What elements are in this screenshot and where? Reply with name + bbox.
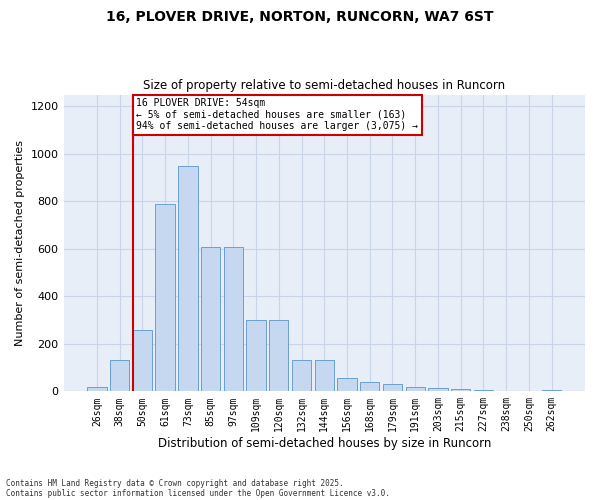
Bar — [542, 390, 561, 392]
Bar — [292, 360, 311, 392]
Text: 16 PLOVER DRIVE: 54sqm
← 5% of semi-detached houses are smaller (163)
94% of sem: 16 PLOVER DRIVE: 54sqm ← 5% of semi-deta… — [136, 98, 418, 132]
Bar — [247, 320, 266, 392]
Bar — [87, 386, 107, 392]
Bar — [383, 384, 402, 392]
Text: 16, PLOVER DRIVE, NORTON, RUNCORN, WA7 6ST: 16, PLOVER DRIVE, NORTON, RUNCORN, WA7 6… — [106, 10, 494, 24]
Bar — [337, 378, 356, 392]
Bar — [224, 246, 243, 392]
Bar — [360, 382, 379, 392]
Bar — [269, 320, 289, 392]
Bar — [110, 360, 130, 392]
Title: Size of property relative to semi-detached houses in Runcorn: Size of property relative to semi-detach… — [143, 79, 505, 92]
Bar — [201, 246, 220, 392]
X-axis label: Distribution of semi-detached houses by size in Runcorn: Distribution of semi-detached houses by … — [158, 437, 491, 450]
Bar — [314, 360, 334, 392]
Bar — [133, 330, 152, 392]
Bar — [451, 390, 470, 392]
Bar — [428, 388, 448, 392]
Text: Contains public sector information licensed under the Open Government Licence v3: Contains public sector information licen… — [6, 488, 390, 498]
Bar — [178, 166, 197, 392]
Bar — [474, 390, 493, 392]
Text: Contains HM Land Registry data © Crown copyright and database right 2025.: Contains HM Land Registry data © Crown c… — [6, 478, 344, 488]
Y-axis label: Number of semi-detached properties: Number of semi-detached properties — [15, 140, 25, 346]
Bar — [155, 204, 175, 392]
Bar — [406, 387, 425, 392]
